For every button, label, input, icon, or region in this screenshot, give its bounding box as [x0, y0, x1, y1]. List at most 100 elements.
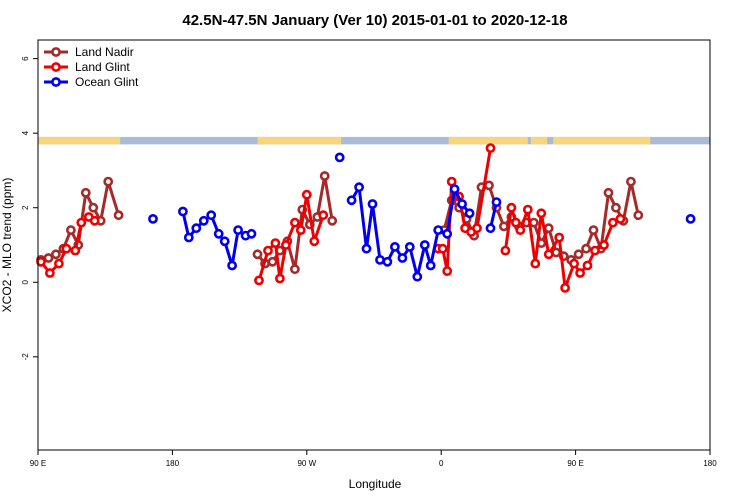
- data-point-land-nadir: [66, 225, 76, 235]
- data-point-land-nadir: [51, 249, 61, 260]
- x-axis-label: Longitude: [349, 477, 402, 491]
- land-band-segment: [553, 136, 651, 145]
- data-point-land-glint: [437, 243, 448, 254]
- x-tick-label: 180: [166, 459, 180, 468]
- data-point-ocean-glint: [433, 225, 444, 235]
- data-point-land-glint: [515, 225, 526, 235]
- data-point-land-glint: [70, 245, 81, 256]
- data-point-land-glint: [89, 215, 100, 226]
- y-tick-label: 6: [21, 56, 30, 61]
- data-point-ocean-glint: [177, 206, 188, 217]
- data-point-ocean-glint: [367, 199, 378, 209]
- data-point-ocean-glint: [375, 254, 385, 265]
- data-point-land-glint: [270, 238, 281, 248]
- data-point-land-nadir: [289, 264, 300, 275]
- data-point-ocean-glint: [334, 152, 345, 163]
- series-layer: [36, 143, 696, 293]
- legend-swatch-marker: [51, 62, 61, 72]
- ocean-band: [38, 136, 710, 145]
- data-point-land-nadir: [267, 256, 278, 267]
- data-point-land-nadir: [252, 249, 263, 260]
- x-tick-label: 0: [439, 459, 444, 468]
- data-point-land-nadir: [498, 221, 509, 232]
- legend-item-land-nadir: Land Nadir: [44, 45, 134, 59]
- data-point-land-nadir: [113, 210, 124, 221]
- data-point-ocean-glint: [419, 240, 430, 250]
- data-point-land-nadir: [633, 210, 644, 221]
- data-point-land-glint: [560, 282, 570, 293]
- data-point-land-glint: [472, 223, 482, 234]
- data-point-land-glint: [301, 189, 312, 200]
- data-point-land-nadir: [43, 253, 54, 263]
- series-ocean-glint: [148, 152, 696, 282]
- data-point-land-nadir: [588, 225, 599, 235]
- data-point-ocean-glint: [354, 182, 364, 193]
- x-tick-label: 90 E: [567, 459, 583, 468]
- legend-item-land-glint: Land Glint: [44, 60, 130, 74]
- data-point-land-glint: [615, 213, 626, 224]
- legend-label: Land Nadir: [75, 45, 134, 59]
- data-point-ocean-glint: [382, 256, 393, 267]
- data-point-land-nadir: [573, 249, 584, 260]
- data-point-land-glint: [254, 275, 264, 286]
- data-point-ocean-glint: [198, 215, 209, 226]
- data-point-land-nadir: [484, 180, 494, 191]
- plot-frame: [37, 39, 711, 451]
- chart-title: 42.5N-47.5N January (Ver 10) 2015-01-01 …: [182, 12, 567, 29]
- data-point-ocean-glint: [346, 195, 357, 206]
- data-point-land-glint: [485, 143, 496, 153]
- data-point-land-glint: [442, 266, 453, 276]
- data-point-land-nadir: [611, 202, 621, 213]
- legend-swatch-marker: [51, 77, 61, 87]
- land-band-segment: [448, 136, 528, 145]
- data-point-land-glint: [263, 245, 273, 256]
- land-band-segment: [530, 136, 548, 145]
- data-point-land-glint: [536, 208, 547, 219]
- data-point-land-nadir: [543, 223, 554, 234]
- data-point-ocean-glint: [219, 236, 230, 247]
- data-point-ocean-glint: [397, 253, 408, 263]
- data-point-land-nadir: [80, 187, 91, 198]
- data-point-land-nadir: [103, 176, 114, 187]
- series-line-land-glint: [257, 193, 325, 281]
- data-point-land-nadir: [88, 202, 99, 213]
- data-point-land-glint: [45, 268, 55, 278]
- data-point-land-glint: [543, 249, 554, 260]
- data-point-ocean-glint: [404, 241, 415, 252]
- y-tick-label: 0: [21, 279, 30, 284]
- legend-label: Ocean Glint: [75, 75, 139, 89]
- data-point-ocean-glint: [361, 243, 372, 254]
- data-point-land-nadir: [327, 215, 338, 226]
- data-point-ocean-glint: [227, 260, 237, 271]
- data-point-land-glint: [54, 258, 64, 269]
- data-point-land-glint: [569, 258, 579, 269]
- data-point-land-glint: [608, 217, 618, 228]
- x-axis: 90 E 180 90 W 0 90 E 180: [30, 450, 717, 468]
- data-point-ocean-glint: [685, 213, 696, 224]
- data-point-ocean-glint: [491, 197, 502, 207]
- legend-label: Land Glint: [75, 60, 130, 74]
- data-point-ocean-glint: [213, 228, 224, 239]
- data-point-land-glint: [76, 217, 87, 228]
- data-point-land-glint: [36, 256, 46, 267]
- data-point-ocean-glint: [183, 232, 194, 243]
- data-point-land-glint: [295, 225, 306, 235]
- series-line-land-glint: [438, 147, 492, 273]
- data-point-land-glint: [522, 204, 533, 215]
- data-point-ocean-glint: [442, 228, 453, 239]
- data-point-land-nadir: [581, 243, 591, 254]
- land-ocean-band: [38, 136, 710, 145]
- data-point-ocean-glint: [457, 199, 467, 209]
- data-point-land-glint: [280, 240, 291, 250]
- data-point-land-glint: [309, 236, 320, 247]
- y-tick-label: -2: [21, 353, 30, 361]
- data-point-land-glint: [500, 245, 511, 256]
- data-point-land-nadir: [551, 247, 562, 258]
- x-tick-label: 90 E: [30, 459, 46, 468]
- data-point-ocean-glint: [449, 184, 460, 194]
- y-axis-label: XCO2 - MLO trend (ppm): [0, 178, 14, 313]
- data-point-land-glint: [511, 217, 521, 228]
- land-band-segment: [38, 136, 121, 145]
